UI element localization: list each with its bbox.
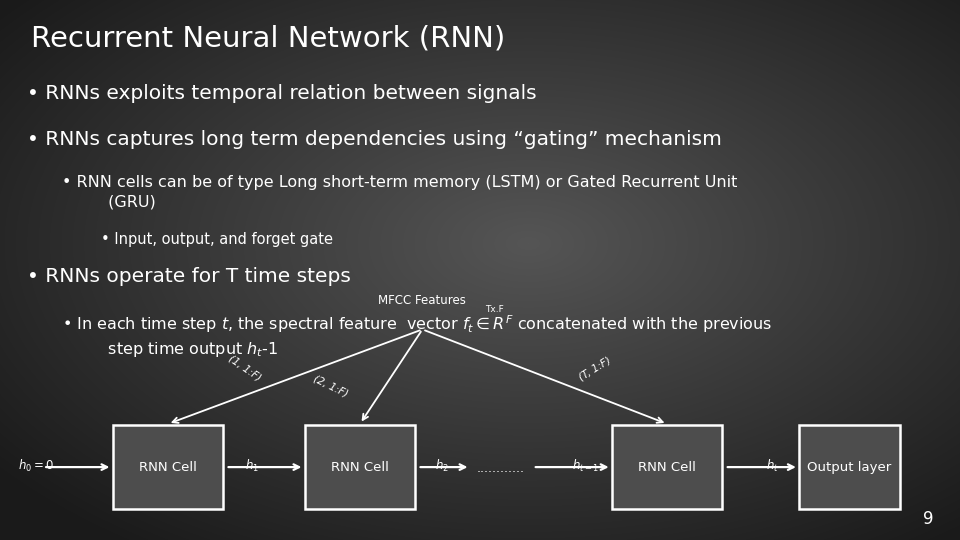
Text: RNN Cell: RNN Cell (331, 461, 389, 474)
Text: • RNNs exploits temporal relation between signals: • RNNs exploits temporal relation betwee… (27, 84, 537, 103)
Text: • RNNs captures long term dependencies using “gating” mechanism: • RNNs captures long term dependencies u… (27, 130, 722, 148)
Bar (305, 426, 415, 509)
Text: (T, 1:F): (T, 1:F) (577, 355, 613, 382)
Text: • RNN cells can be of type Long short-term memory (LSTM) or Gated Recurrent Unit: • RNN cells can be of type Long short-te… (62, 176, 738, 210)
Text: Recurrent Neural Network (RNN): Recurrent Neural Network (RNN) (31, 24, 505, 52)
Text: $h_{t-1}$: $h_{t-1}$ (572, 457, 599, 474)
Bar (113, 426, 223, 509)
Text: $h_0 = 0$: $h_0 = 0$ (18, 457, 55, 474)
Text: (1, 1:F): (1, 1:F) (227, 354, 263, 383)
Text: (2, 1:F): (2, 1:F) (312, 374, 350, 399)
Bar (799, 426, 900, 509)
Text: 9: 9 (923, 510, 933, 528)
Text: Output layer: Output layer (807, 461, 892, 474)
Text: • Input, output, and forget gate: • Input, output, and forget gate (101, 232, 333, 247)
Text: • In each time step $t$, the spectral feature  vector $f_t \in R^F$ concatenated: • In each time step $t$, the spectral fe… (62, 313, 773, 359)
Text: RNN Cell: RNN Cell (638, 461, 696, 474)
Text: ............: ............ (477, 462, 525, 475)
Text: $h_t$: $h_t$ (766, 457, 780, 474)
Text: MFCC Features: MFCC Features (378, 294, 467, 307)
Text: • RNNs operate for T time steps: • RNNs operate for T time steps (27, 267, 350, 286)
Text: RNN Cell: RNN Cell (139, 461, 197, 474)
Text: $h_1$: $h_1$ (245, 457, 258, 474)
Text: Tx.F: Tx.F (485, 305, 504, 314)
Bar (612, 426, 722, 509)
Text: $h_2$: $h_2$ (435, 457, 448, 474)
